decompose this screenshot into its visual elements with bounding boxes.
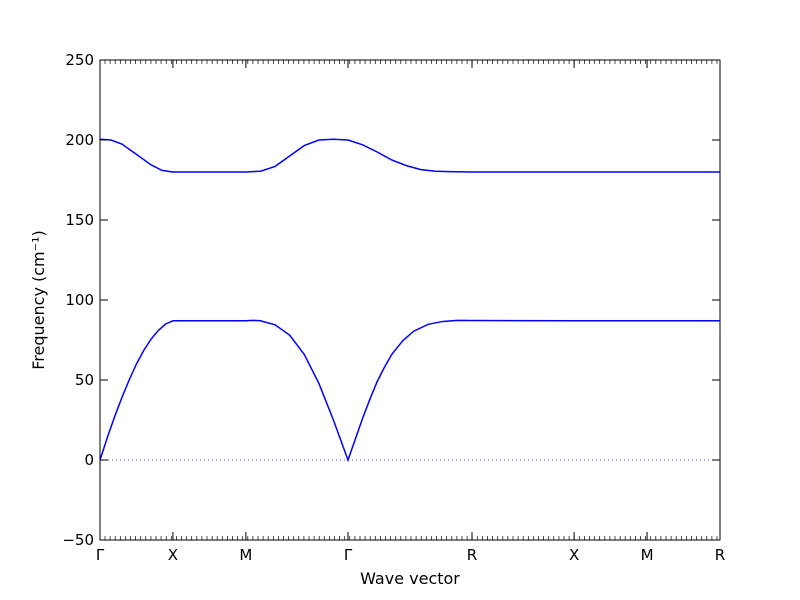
x-tick-label: Γ [344,546,353,564]
y-tick-label: 50 [75,371,94,389]
x-tick-label: R [467,546,477,564]
y-tick-label: 100 [65,291,94,309]
phonon-band-1 [99,138,720,173]
series-layer [99,138,720,463]
x-axis-label: Wave vector [360,569,460,588]
x-tick-label: X [569,546,579,564]
y-tick-label: 150 [65,211,94,229]
x-tick-label: R [715,546,725,564]
major-tick-marks [99,59,721,541]
y-axis-label: Frequency (cm⁻¹) [29,230,48,369]
x-tick-label: M [239,546,252,564]
y-tick-label: −50 [62,531,94,549]
minor-tick-marks [104,60,718,540]
phonon-band-2 [99,319,720,463]
y-tick-labels: −50 0 50 100 150 200 250 [62,51,94,549]
y-tick-label: 200 [65,131,94,149]
x-tick-label: Γ [96,546,105,564]
y-tick-label: 0 [84,451,94,469]
y-tick-label: 250 [65,51,94,69]
x-tick-label: X [168,546,178,564]
x-tick-label: M [641,546,654,564]
plot-frame [99,59,721,541]
